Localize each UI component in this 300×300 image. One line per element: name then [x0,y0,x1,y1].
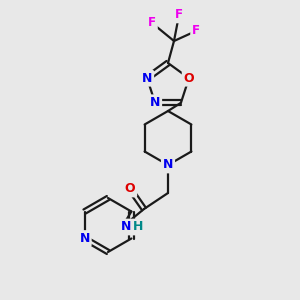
Text: F: F [175,8,183,22]
Text: F: F [192,25,200,38]
Text: N: N [121,220,131,233]
Text: N: N [150,96,160,109]
Text: O: O [184,72,194,85]
Text: H: H [133,220,143,233]
Text: N: N [163,158,173,172]
Text: O: O [125,182,135,196]
Text: N: N [142,72,152,85]
Text: F: F [148,16,156,29]
Text: N: N [80,232,90,245]
